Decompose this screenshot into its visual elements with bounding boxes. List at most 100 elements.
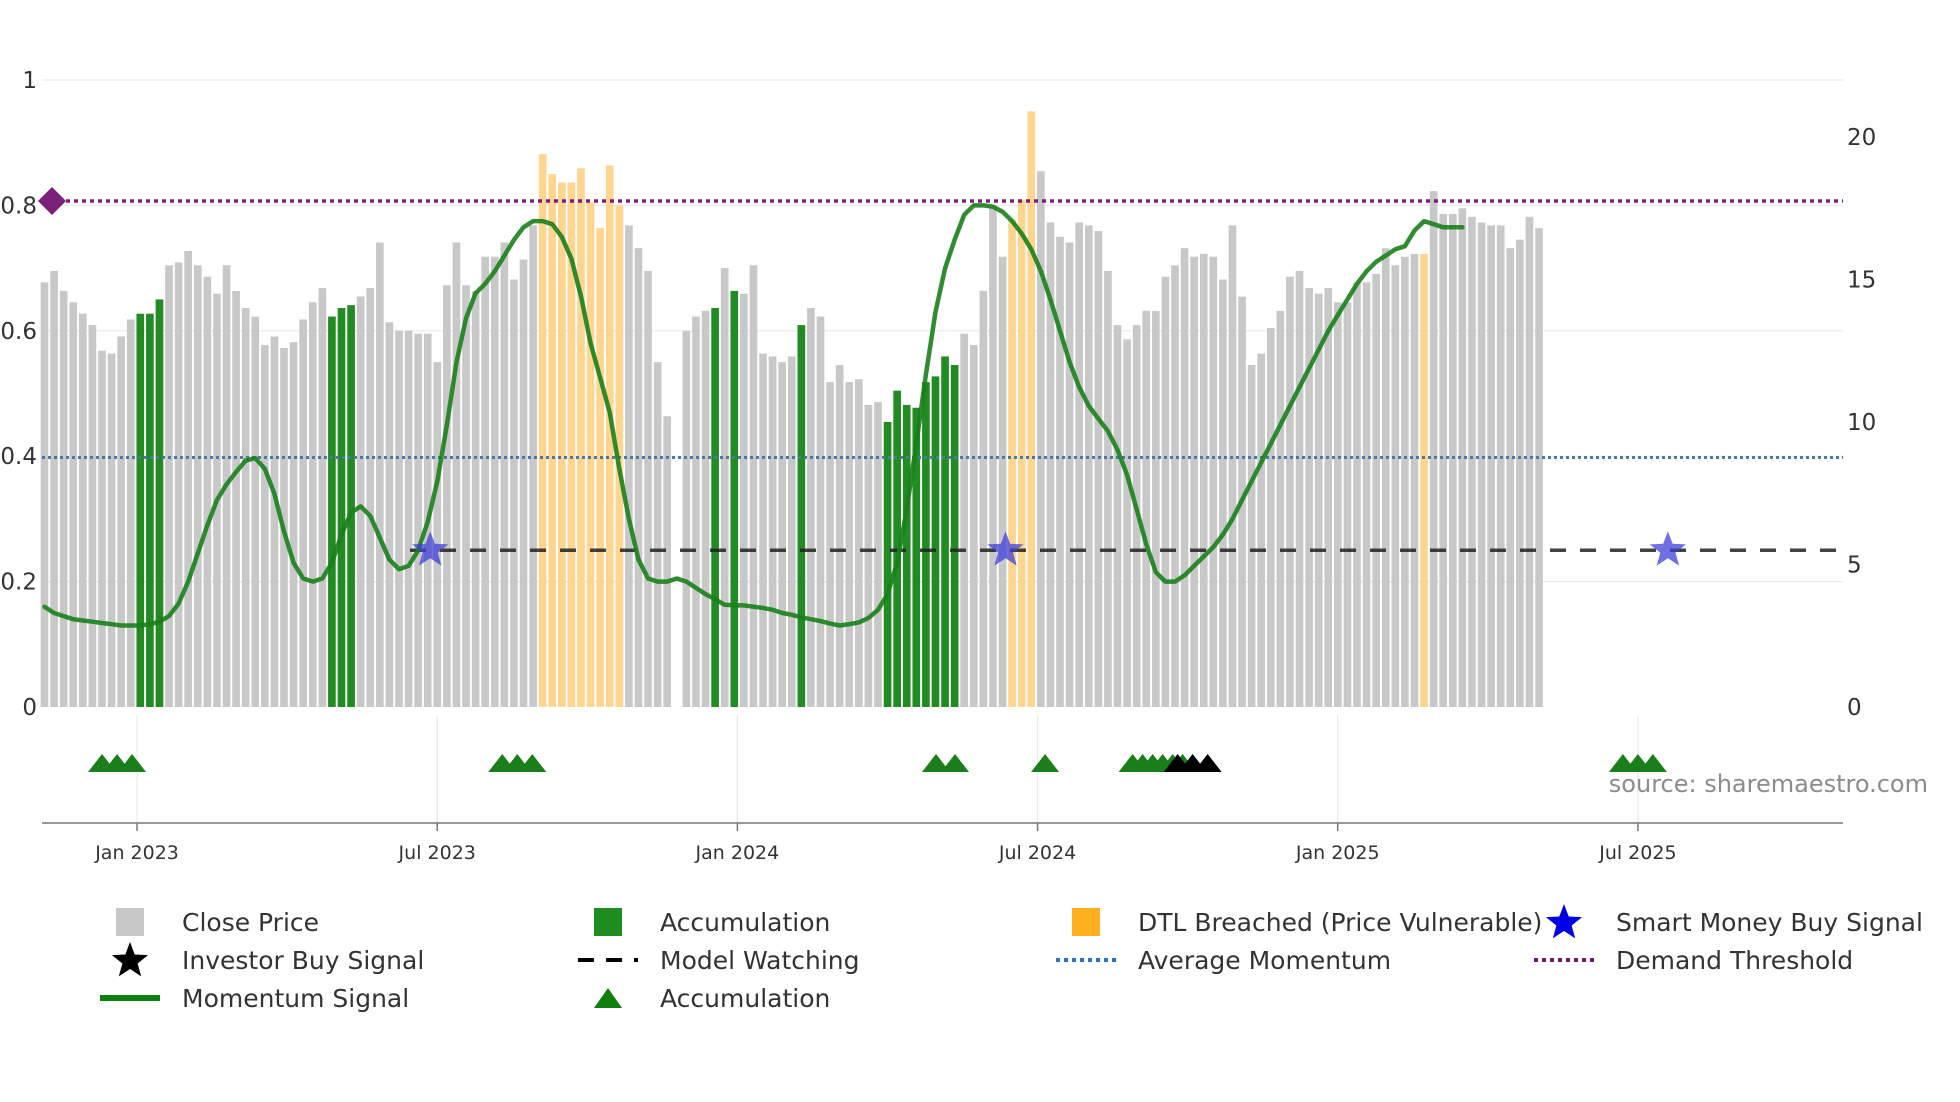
close-price-bar: [653, 362, 662, 707]
close-price-bar: [1123, 339, 1131, 707]
close-price-bar: [88, 325, 97, 707]
dtl-breached-bar: [538, 154, 547, 708]
close-price-bar: [1343, 302, 1352, 707]
y-left-tick-label: 0.4: [0, 444, 37, 470]
close-price-bar: [174, 262, 183, 707]
close-price-bar: [69, 302, 78, 707]
close-price-bar: [1199, 253, 1208, 707]
close-price-bar: [366, 288, 375, 707]
accumulation-bar: [155, 299, 164, 707]
close-price-bar: [1448, 213, 1457, 707]
accumulation-bar: [711, 308, 719, 707]
close-price-bar: [107, 353, 116, 707]
close-price-bar: [232, 290, 240, 707]
close-price-bar: [529, 225, 537, 707]
close-price-bar: [1084, 225, 1093, 707]
close-price-bar: [1496, 225, 1505, 707]
reference-lines: [38, 187, 1843, 552]
accumulation-bar: [931, 376, 940, 707]
dtl-breached-bar: [558, 182, 566, 708]
close-price-bar: [969, 345, 978, 707]
close-price-bar: [1113, 325, 1122, 707]
accumulation-bar: [941, 356, 949, 707]
close-price-bar: [289, 342, 298, 707]
close-price-bar: [692, 316, 700, 707]
momentum-layer: [42, 203, 1465, 628]
close-price-bar: [720, 268, 729, 707]
close-price-bar: [1094, 231, 1103, 708]
close-price-bar: [864, 404, 873, 707]
close-price-bar: [251, 316, 260, 707]
close-price-bar: [490, 256, 499, 707]
dtl-breached-bar: [548, 174, 557, 708]
momentum-signal-line: [42, 203, 1465, 628]
close-price-bar: [404, 330, 413, 707]
close-price-bar: [385, 322, 394, 707]
smart-money-buy-star: [412, 531, 449, 566]
accumulation-bar: [328, 316, 336, 707]
close-price-bar: [50, 270, 58, 707]
dtl-breached-bar: [1008, 219, 1016, 707]
accumulation-triangle: [1638, 754, 1667, 772]
y-left-tick-label: 0.6: [0, 319, 37, 345]
close-price-bar: [1161, 276, 1170, 707]
close-price-bar: [663, 416, 672, 707]
close-price-bar: [471, 290, 480, 707]
close-price-bar: [960, 333, 969, 707]
close-price-bar: [1362, 282, 1371, 707]
close-price-bar: [452, 242, 461, 707]
y-left-tick-label: 1: [22, 68, 37, 94]
close-price-bar: [740, 293, 748, 707]
close-price-bar: [1314, 293, 1323, 707]
close-price-bar: [1266, 327, 1275, 707]
close-price-bar: [241, 308, 250, 707]
close-price-bar: [1429, 191, 1438, 707]
y-left-tick-label: 0: [22, 695, 37, 721]
smart-money-buy-star: [987, 531, 1024, 566]
accumulation-bar: [950, 365, 959, 707]
close-price-bar: [1372, 273, 1380, 707]
close-price-bar: [40, 282, 49, 707]
close-price-bar: [414, 333, 422, 707]
close-price-bar: [184, 251, 193, 707]
axes: Jan 2023 Jul 2023 Jan 2024 Jul 2024 Jan 2025…: [0, 68, 1876, 864]
close-price-bar: [78, 313, 87, 707]
close-price-bar: [500, 242, 509, 707]
close-price-bar: [1171, 265, 1179, 707]
close-price-bar: [634, 248, 643, 707]
close-price-bar: [1535, 228, 1543, 707]
close-price-bar: [443, 285, 451, 707]
close-price-bar: [261, 345, 269, 707]
accumulation-bar: [902, 404, 911, 707]
accumulation-triangle: [1031, 754, 1060, 772]
close-price-bar: [1190, 256, 1198, 707]
close-price-bar: [1056, 236, 1064, 707]
dtl-breached-bar: [596, 228, 604, 707]
close-price-bar: [1334, 302, 1342, 707]
x-tick-label: Jan 2025: [1295, 842, 1380, 864]
close-price-bar: [510, 279, 518, 707]
y-right-tick-label: 10: [1847, 410, 1876, 436]
close-price-bar: [1468, 216, 1476, 708]
close-price-bar: [1180, 248, 1189, 707]
close-price-bar: [98, 350, 106, 707]
close-price-bar: [1516, 239, 1524, 707]
close-price-bar: [1228, 225, 1237, 707]
y-left-tick-label: 0.2: [0, 570, 37, 596]
close-price-bar: [778, 362, 787, 707]
accumulation-bar: [922, 382, 930, 707]
close-price-bar: [1209, 256, 1218, 707]
accumulation-bar: [146, 313, 154, 707]
close-price-bar: [644, 270, 652, 707]
close-price-bar: [768, 356, 777, 707]
close-price-bar: [1525, 216, 1534, 708]
signal-markers: [88, 531, 1686, 772]
close-price-bar: [1065, 242, 1074, 707]
accumulation-triangle: [518, 754, 547, 772]
close-price-bar: [1257, 353, 1266, 707]
close-price-bar: [1295, 270, 1304, 707]
close-price-bar: [807, 308, 815, 707]
close-price-bar: [835, 365, 844, 707]
dtl-breached-bar: [577, 168, 585, 708]
